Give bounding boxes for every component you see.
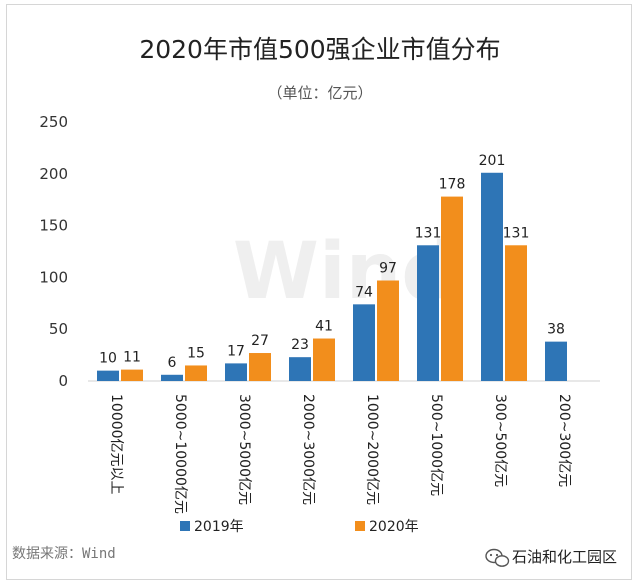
legend-label-2019: 2019年 <box>194 519 244 535</box>
data-label: 17 <box>227 343 245 359</box>
bar-2019年-4 <box>353 304 375 381</box>
legend-label-2020: 2020年 <box>369 519 419 535</box>
y-tick-label: 250 <box>39 113 68 131</box>
data-label: 131 <box>415 225 442 241</box>
data-label: 131 <box>503 225 530 241</box>
x-tick-label: 2000~3000亿元 <box>300 394 316 505</box>
x-tick-label: 3000~5000亿元 <box>236 394 252 505</box>
legend: 2019年 2020年 <box>180 519 419 535</box>
y-tick-label: 200 <box>39 165 68 183</box>
bars-group: 10 11 6 15 17 27 23 41 74 97 131 178 201 131 38 <box>97 153 567 381</box>
x-tick-label: 10000亿元以上 <box>108 394 124 495</box>
x-tick-label: 1000~2000亿元 <box>364 394 380 505</box>
x-tick-label: 5000~10000亿元 <box>172 394 188 514</box>
bar-2019年-2 <box>225 363 247 381</box>
bar-2019年-6 <box>481 172 503 381</box>
data-label: 97 <box>379 261 397 277</box>
bar-2020年-0 <box>121 369 143 381</box>
bar-2020年-1 <box>185 365 207 381</box>
data-label: 74 <box>355 284 373 300</box>
data-label: 38 <box>547 322 565 338</box>
data-label: 27 <box>251 333 269 349</box>
bar-2020年-3 <box>313 338 335 381</box>
y-axis: 0 50 100 150 200 250 <box>39 113 68 390</box>
chart-frame <box>6 4 632 580</box>
data-label: 41 <box>315 319 333 335</box>
y-tick-label: 100 <box>39 268 68 286</box>
chart-title: 2020年市值500强企业市值分布 <box>139 35 500 64</box>
x-tick-label: 200~300亿元 <box>556 394 572 487</box>
bar-2020年-5 <box>441 196 463 381</box>
data-label: 11 <box>123 350 141 366</box>
wechat-icon <box>485 548 510 567</box>
bar-2019年-0 <box>97 370 119 381</box>
x-tick-label: 500~1000亿元 <box>428 394 444 496</box>
y-tick-label: 150 <box>39 217 68 235</box>
chart-subtitle: （单位：亿元） <box>267 84 372 102</box>
bar-2020年-4 <box>377 280 399 381</box>
data-label: 178 <box>439 177 466 193</box>
bar-2019年-5 <box>417 245 439 381</box>
x-axis-labels: 10000亿元以上 5000~10000亿元 3000~5000亿元 2000~300… <box>108 394 572 514</box>
bar-2019年-1 <box>161 374 183 381</box>
data-label: 15 <box>187 345 205 361</box>
bar-2019年-3 <box>289 357 311 381</box>
account-watermark: 石油和化工园区 <box>485 548 617 567</box>
data-label: 201 <box>479 153 506 169</box>
source-note: 数据来源：Wind <box>12 546 116 562</box>
legend-swatch-2019 <box>180 521 190 531</box>
data-label: 23 <box>291 337 309 353</box>
legend-swatch-2020 <box>355 521 365 531</box>
data-label: 6 <box>168 355 177 371</box>
x-tick-label: 300~500亿元 <box>492 394 508 487</box>
y-tick-label: 0 <box>58 372 68 390</box>
bar-2020年-6 <box>505 245 527 381</box>
account-name: 石油和化工园区 <box>512 548 617 566</box>
y-tick-label: 50 <box>49 320 68 338</box>
data-label: 10 <box>99 351 117 367</box>
bar-2020年-2 <box>249 353 271 381</box>
bar-2019年-7 <box>545 341 567 381</box>
